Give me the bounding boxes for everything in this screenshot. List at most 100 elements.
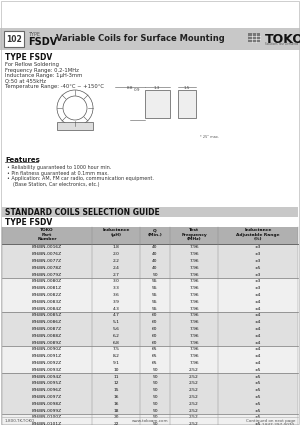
Text: Adjustable Range: Adjustable Range (236, 232, 280, 236)
Text: (%): (%) (254, 237, 262, 241)
Text: TYPE: TYPE (28, 32, 40, 37)
Text: ±4: ±4 (255, 361, 261, 365)
Bar (2, 264, 298, 271)
Text: ±3: ±3 (255, 279, 261, 283)
Text: 7.96: 7.96 (189, 347, 199, 351)
Bar (2, 258, 298, 264)
Bar (57, 122, 93, 130)
Bar (178, 90, 196, 118)
Text: 836BN-0083Z: 836BN-0083Z (32, 300, 62, 304)
Text: 16: 16 (113, 402, 119, 406)
Bar (2, 312, 298, 319)
Text: Temperature Range: -40°C ~ +150°C: Temperature Range: -40°C ~ +150°C (5, 84, 104, 89)
Text: 7.96: 7.96 (189, 286, 199, 290)
Text: 50: 50 (152, 388, 158, 392)
Text: * 25" max.: * 25" max. (200, 135, 219, 139)
Text: 7.96: 7.96 (189, 252, 199, 256)
Text: • Pin flatness guaranteed at 0.1mm max.: • Pin flatness guaranteed at 0.1mm max. (7, 170, 109, 176)
Text: ±5: ±5 (255, 408, 261, 413)
Text: 836BN-0084Z: 836BN-0084Z (32, 306, 62, 311)
Bar (2, 326, 298, 332)
Text: Inductance: Inductance (244, 228, 272, 232)
Bar (2, 339, 298, 346)
Text: 1-800-TK-TOKO: 1-800-TK-TOKO (5, 419, 35, 423)
Text: Q:50 at 455kHz: Q:50 at 455kHz (5, 79, 46, 83)
Bar (2, 421, 298, 425)
Text: 836BN-0091Z: 836BN-0091Z (32, 354, 62, 358)
Text: ±4: ±4 (255, 334, 261, 338)
Text: (Min.): (Min.) (148, 232, 162, 236)
Text: 50: 50 (152, 422, 158, 425)
Text: 16: 16 (113, 395, 119, 399)
Text: 836BN-0086Z: 836BN-0086Z (32, 320, 62, 324)
Text: ±5: ±5 (255, 422, 261, 425)
Text: 836BN-0101Z: 836BN-0101Z (32, 422, 62, 425)
Text: 7.96: 7.96 (189, 266, 199, 270)
Text: For Reflow Soldering: For Reflow Soldering (5, 62, 59, 67)
Text: 55: 55 (152, 286, 158, 290)
Text: ±3: ±3 (255, 286, 261, 290)
Text: ±4: ±4 (255, 300, 261, 304)
Bar (2, 360, 298, 366)
Text: 50: 50 (152, 395, 158, 399)
Text: 102: 102 (6, 34, 22, 43)
Text: 11: 11 (113, 374, 119, 379)
Text: ±5: ±5 (255, 402, 261, 406)
Text: TOKO: TOKO (265, 32, 300, 45)
Text: 2.7: 2.7 (112, 272, 119, 277)
Text: 836BN-0095Z: 836BN-0095Z (32, 381, 62, 385)
Text: 50: 50 (152, 368, 158, 372)
Text: ±4: ±4 (255, 327, 261, 331)
Text: 5.1: 5.1 (112, 320, 119, 324)
Text: 2.2: 2.2 (112, 259, 119, 263)
Text: ±4: ±4 (255, 354, 261, 358)
Text: (μH): (μH) (110, 232, 122, 236)
Text: ±5: ±5 (255, 381, 261, 385)
Text: 10: 10 (113, 368, 119, 372)
Text: 836BN-0089Z: 836BN-0089Z (32, 340, 62, 345)
Text: 40: 40 (152, 266, 158, 270)
Text: 836BN-0082Z: 836BN-0082Z (32, 293, 62, 297)
Text: 836BN-0100Z: 836BN-0100Z (32, 415, 62, 419)
Text: ±5: ±5 (255, 395, 261, 399)
Text: 836BN-0097Z: 836BN-0097Z (32, 395, 62, 399)
Text: 55: 55 (152, 293, 158, 297)
Text: 22: 22 (113, 422, 119, 425)
Text: 50: 50 (152, 415, 158, 419)
Text: 18: 18 (113, 408, 119, 413)
Text: 12: 12 (113, 381, 119, 385)
Text: 60: 60 (152, 320, 158, 324)
Text: 2.52: 2.52 (189, 395, 199, 399)
Text: 4.7: 4.7 (112, 313, 119, 317)
Text: 7.96: 7.96 (189, 354, 199, 358)
Text: Part: Part (42, 232, 52, 236)
Text: 836BN-0016Z: 836BN-0016Z (32, 245, 62, 249)
Text: 7.96: 7.96 (189, 306, 199, 311)
Bar (2, 292, 298, 298)
Text: 836BN-0098Z: 836BN-0098Z (32, 402, 62, 406)
Text: 0.9: 0.9 (134, 88, 140, 92)
Bar (4, 31, 24, 47)
Text: Frequency Range: 0.2-1MHz: Frequency Range: 0.2-1MHz (5, 68, 79, 73)
Text: 1.3: 1.3 (154, 86, 160, 90)
Text: ±4: ±4 (255, 313, 261, 317)
Text: ±5: ±5 (255, 368, 261, 372)
Bar (2, 414, 298, 421)
Bar (2, 227, 298, 244)
Text: TOKO: TOKO (40, 228, 54, 232)
Text: 55: 55 (152, 306, 158, 311)
Text: Inductance: Inductance (102, 228, 130, 232)
Text: • Application: AM, FM car radio, communication equipment.: • Application: AM, FM car radio, communi… (7, 176, 154, 181)
Text: 836BN-0090Z: 836BN-0090Z (32, 347, 62, 351)
Text: 836BN-0077Z: 836BN-0077Z (32, 259, 62, 263)
Text: 40: 40 (152, 259, 158, 263)
Text: 1.8: 1.8 (112, 245, 119, 249)
Text: Test: Test (189, 228, 199, 232)
Text: Solutions Your Demands: Solutions Your Demands (265, 42, 298, 46)
Text: 65: 65 (152, 347, 158, 351)
Text: ±3: ±3 (255, 245, 261, 249)
Text: FSDV: FSDV (28, 37, 57, 47)
Text: 836BN-0078Z: 836BN-0078Z (32, 266, 62, 270)
Text: Variable Coils for Surface Mounting: Variable Coils for Surface Mounting (56, 34, 224, 43)
Text: (Base Station, Car electronics, etc.): (Base Station, Car electronics, etc.) (7, 181, 100, 187)
